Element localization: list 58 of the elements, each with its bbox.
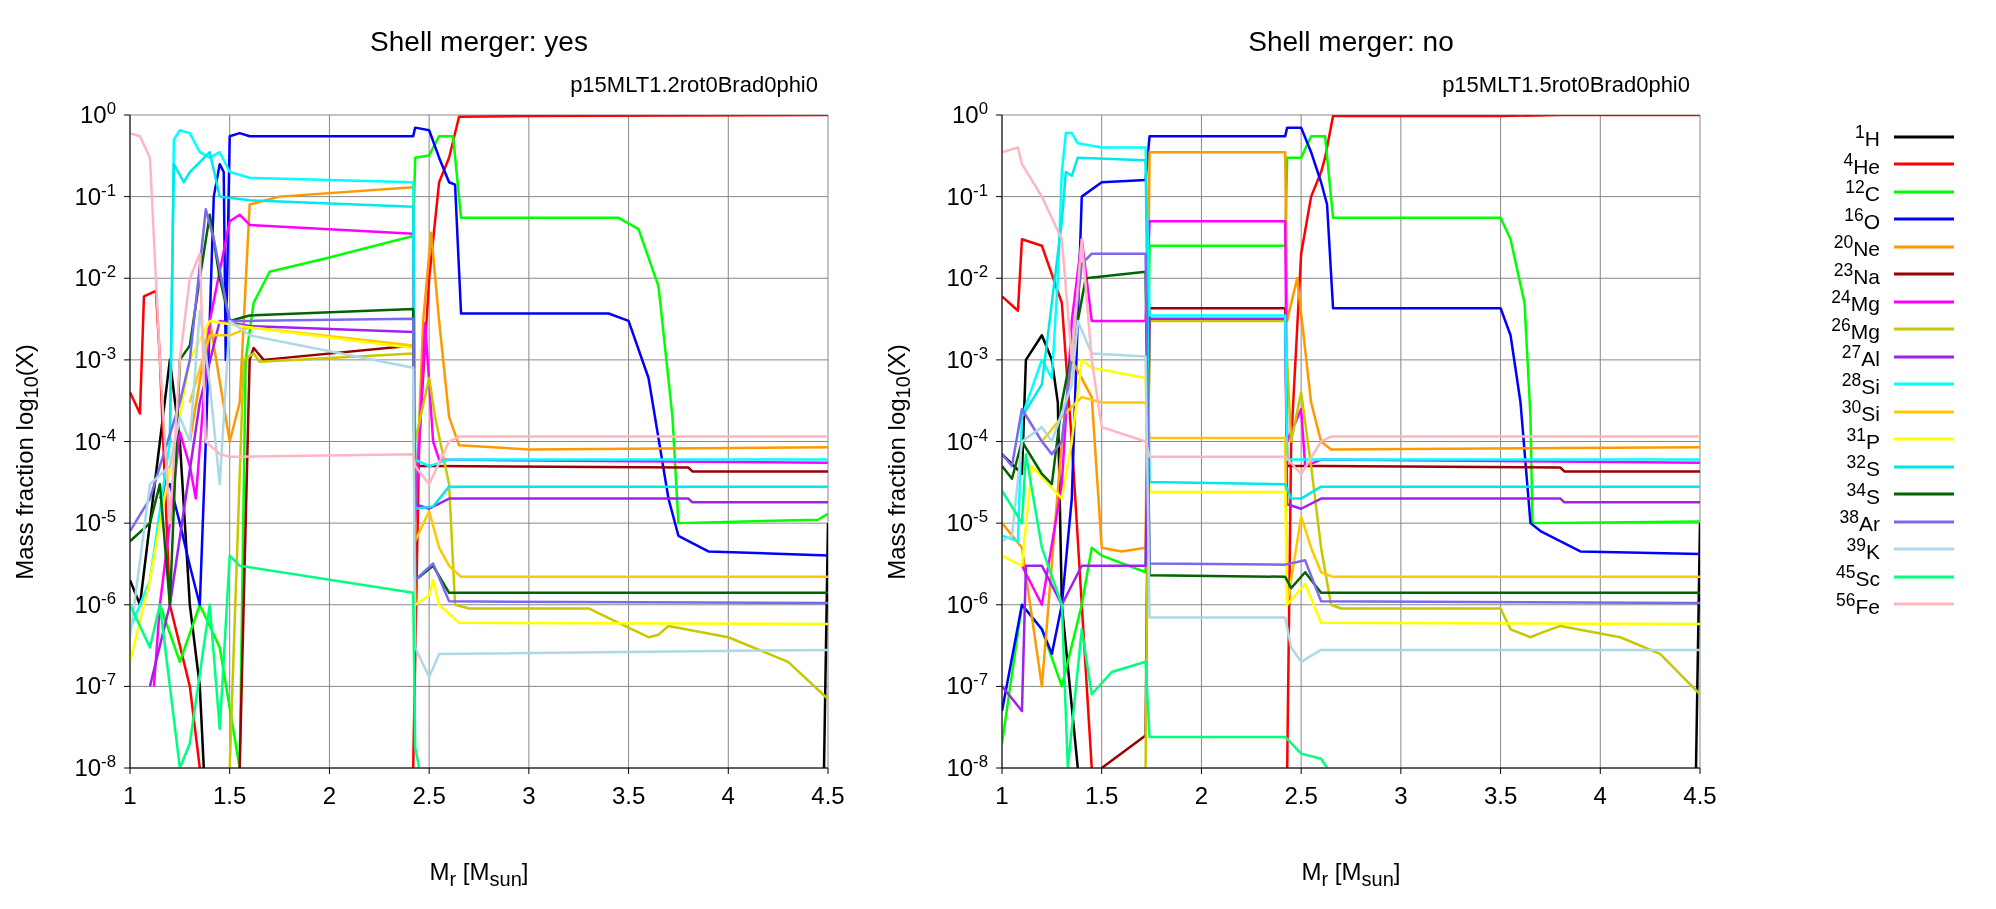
x-tick-label: 2 [322,782,337,809]
y-tick-label: 10$^{-6}$ [946,588,988,618]
x-tick-label: 4 [721,782,735,809]
legend-label: $^{4}$He [1842,149,1880,179]
x-tick-label: 4.5 [1683,782,1717,809]
x-tick-label: 2.5 [412,782,446,809]
y-tick-label: 10$^{-8}$ [74,751,116,781]
chart-subtitle: p15MLT1.5rot0Brad0phi0 [1442,72,1690,98]
legend-label: $^{30}$Si [1840,397,1880,427]
legend-label: $^{45}$Sc [1835,562,1880,592]
y-tick-label: 10$^{-1}$ [74,180,116,210]
legend-label: $^{26}$Mg [1830,314,1880,344]
y-tick-label: 10$^{-8}$ [946,751,988,781]
chart-title: Shell merger: no [1247,26,1455,58]
x-tick-label: 3 [1394,782,1408,809]
legend-label: $^{28}$Si [1840,369,1880,399]
x-axis-title: M$_{r}$ [M$_{sun}$] [428,858,530,891]
x-tick-label: 2.5 [1284,782,1318,809]
legend-label: $^{31}$P [1845,424,1880,454]
legend-label: $^{32}$S [1845,452,1880,482]
y-tick-label: 10$^{-3}$ [74,343,116,373]
legend-label: $^{1}$H [1854,122,1880,152]
x-tick-label: 4.5 [811,782,845,809]
x-tick-label: 2 [1194,782,1209,809]
legend-label: $^{24}$Mg [1830,287,1880,317]
x-tick-label: 1 [995,782,1009,809]
legend-label: $^{16}$O [1843,204,1880,234]
legend-label: $^{20}$Ne [1832,232,1880,262]
y-tick-label: 10$^{-4}$ [946,425,988,455]
legend-label: $^{56}$Fe [1835,589,1880,619]
x-tick-label: 1.5 [1085,782,1119,809]
legend-label: $^{23}$Na [1832,259,1880,289]
x-tick-label: 1.5 [213,782,247,809]
y-tick-label: 10$^{0}$ [79,98,116,128]
x-tick-label: 3.5 [1483,782,1518,809]
y-tick-label: 10$^{-2}$ [946,261,988,292]
x-tick-label: 1 [123,782,137,809]
legend-label: $^{38}$Ar [1838,507,1880,537]
legend-label: $^{39}$K [1845,534,1880,564]
y-tick-label: 10$^{-4}$ [74,425,116,455]
y-tick-label: 10$^{-6}$ [74,588,116,618]
legend-label: $^{12}$C [1844,177,1880,207]
y-tick-label: 10$^{-2}$ [74,261,116,292]
x-tick-label: 3 [522,782,536,809]
legend-label: $^{27}$Al [1840,342,1880,372]
chart-title: Shell merger: yes [369,26,589,58]
y-tick-label: 10$^{-7}$ [946,669,988,700]
x-tick-label: 4 [1593,782,1607,809]
chart-subtitle: p15MLT1.2rot0Brad0phi0 [570,72,818,98]
y-tick-label: 10$^{-3}$ [946,343,988,373]
y-tick-label: 10$^{0}$ [951,98,988,128]
y-tick-label: 10$^{-7}$ [74,669,116,700]
legend-label: $^{34}$S [1845,479,1880,509]
y-tick-label: 10$^{-5}$ [74,506,116,537]
y-tick-label: 10$^{-1}$ [946,180,988,210]
y-tick-label: 10$^{-5}$ [946,506,988,537]
x-tick-label: 3.5 [611,782,646,809]
x-axis-title: M$_{r}$ [M$_{sun}$] [1300,858,1402,891]
